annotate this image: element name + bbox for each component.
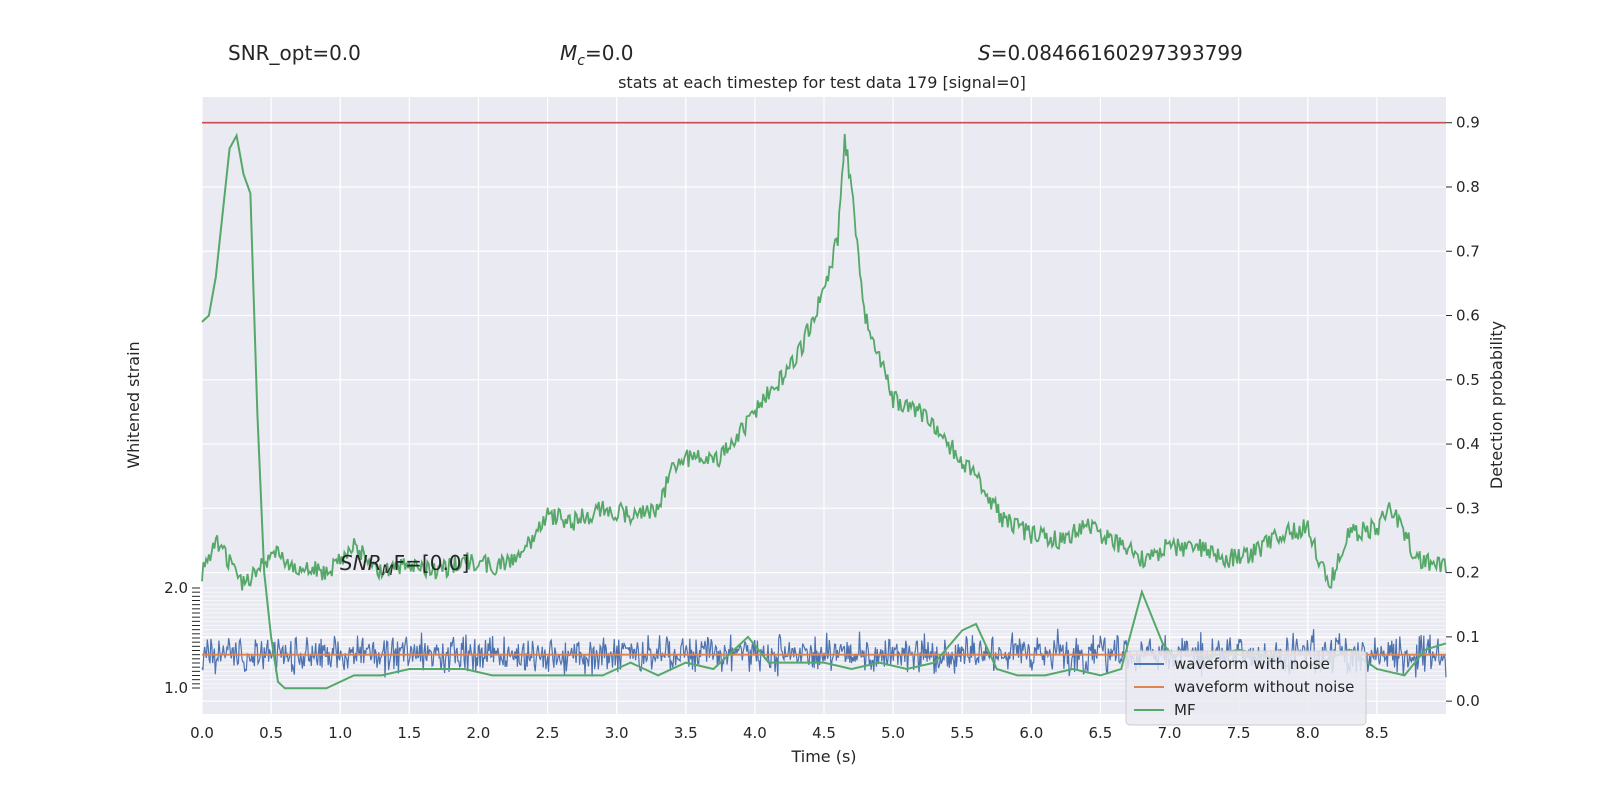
x-tick-label: 1.0	[328, 724, 352, 742]
x-tick-label: 3.5	[674, 724, 698, 742]
detection-probability-line	[201, 133, 1447, 591]
y-left-axis-label: Whitened strain	[124, 341, 143, 468]
y-right-axis-label: Detection probability	[1487, 321, 1506, 489]
x-tick-label: 4.5	[812, 724, 836, 742]
x-tick-label: 1.5	[397, 724, 421, 742]
x-tick-label: 4.0	[743, 724, 767, 742]
legend-noise-label: waveform with noise	[1174, 655, 1330, 673]
y-left-tick-label: 2.0	[164, 579, 188, 597]
y-right-tick-label: 0.1	[1456, 628, 1480, 646]
y-left-axis-ticks: 2.0 1.0	[164, 579, 200, 697]
snr-mf-prefix: SNR	[340, 551, 382, 575]
y-right-tick-label: 0.9	[1456, 114, 1480, 132]
legend-box	[1125, 650, 1367, 726]
noise-trace	[201, 628, 1447, 678]
mc-sub: c	[577, 53, 585, 69]
snr-mf-sub: M	[382, 563, 394, 579]
legend: waveform with noise waveform without noi…	[1125, 650, 1367, 726]
x-tick-label: 6.5	[1089, 724, 1113, 742]
legend-clean-label: waveform without noise	[1174, 678, 1354, 696]
s-statistic-text: S=0.08466160297393799	[978, 41, 1243, 65]
y-right-tick-label: 0.6	[1456, 307, 1480, 325]
s-value: =0.08466160297393799	[991, 41, 1243, 65]
x-tick-label: 7.0	[1158, 724, 1182, 742]
x-tick-label: 7.5	[1227, 724, 1251, 742]
y-right-tick-label: 0.2	[1456, 564, 1480, 582]
x-tick-label: 8.5	[1365, 724, 1389, 742]
x-axis-label: Time (s)	[790, 747, 856, 766]
x-tick-label: 5.5	[950, 724, 974, 742]
chart-title: stats at each timestep for test data 179…	[618, 73, 1026, 92]
x-tick-label: 2.5	[536, 724, 560, 742]
y-right-axis-ticks: 0.0 0.1 0.2 0.3 0.4 0.5 0.6 0.7 0.8 0.9	[1446, 114, 1480, 710]
x-tick-label: 3.0	[605, 724, 629, 742]
legend-mf-label: MF	[1174, 701, 1196, 719]
chirp-mass-text: Mc=0.0	[560, 41, 634, 69]
x-axis-ticks: 0.0 0.5 1.0 1.5 2.0 2.5 3.0 3.5 4.0 4.5 5.0 5.5 6.0 6…	[190, 724, 1389, 742]
snr-mf-text: SNRMF=[0.0]	[340, 551, 469, 579]
snr-mf-value: F=[0.0]	[394, 551, 470, 575]
y-right-tick-label: 0.5	[1456, 371, 1480, 389]
mc-value: =0.0	[585, 41, 634, 65]
mc-prefix: M	[560, 41, 577, 65]
y-left-tick-label: 1.0	[164, 679, 188, 697]
snr-opt-text: SNR_opt=0.0	[228, 41, 361, 65]
x-tick-label: 6.0	[1019, 724, 1043, 742]
x-tick-label: 5.0	[881, 724, 905, 742]
x-tick-label: 8.0	[1296, 724, 1320, 742]
y-right-tick-label: 0.8	[1456, 178, 1480, 196]
y-right-tick-label: 0.3	[1456, 499, 1480, 517]
x-tick-label: 2.0	[467, 724, 491, 742]
x-tick-label: 0.5	[259, 724, 283, 742]
x-tick-label: 0.0	[190, 724, 214, 742]
y-right-tick-label: 0.4	[1456, 435, 1480, 453]
waveform-with-noise-line	[201, 628, 1447, 678]
y-right-tick-label: 0.7	[1456, 242, 1480, 260]
y-right-tick-label: 0.0	[1456, 692, 1480, 710]
s-prefix: S	[978, 41, 991, 65]
